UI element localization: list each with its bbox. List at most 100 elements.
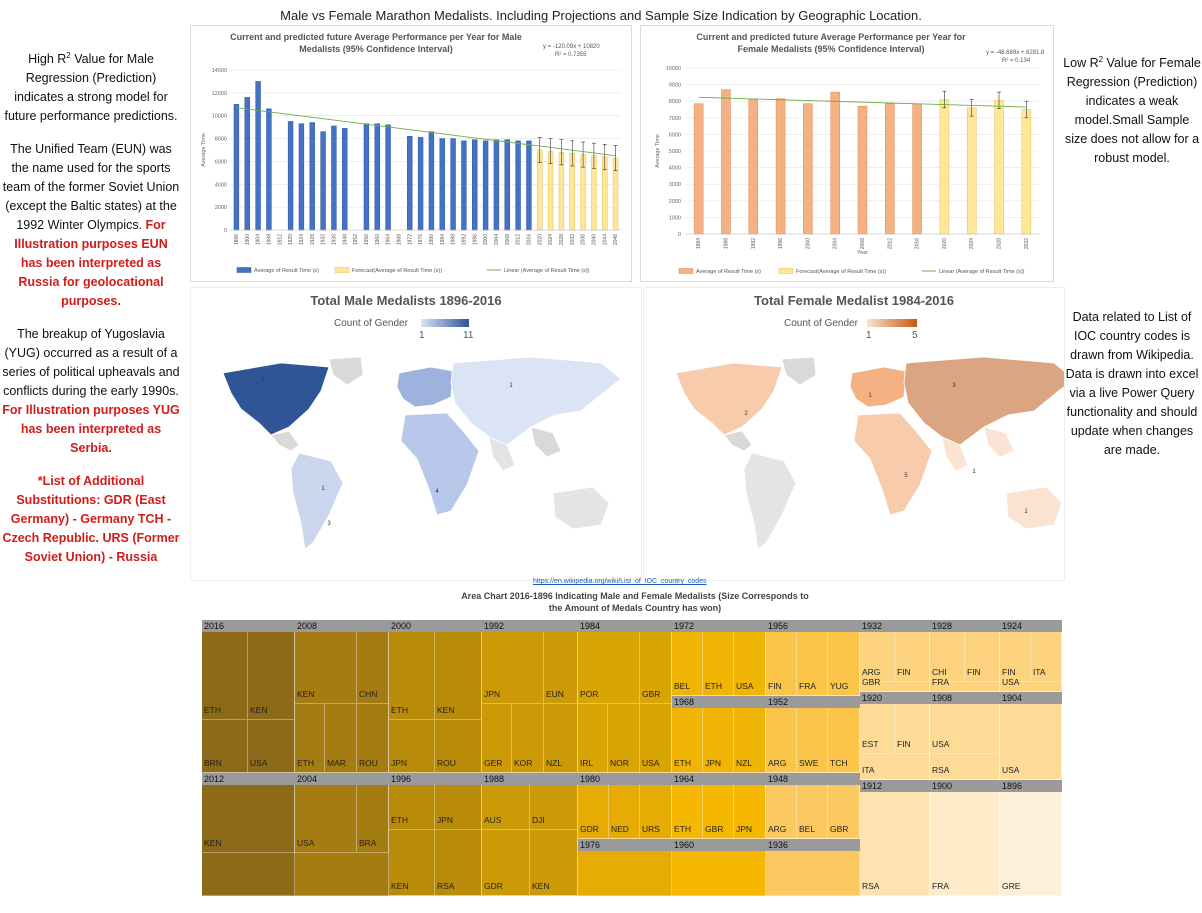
x-tick-label: 2028 (559, 234, 565, 245)
treemap-country-label: ROU (437, 758, 456, 768)
left-notes: High R2 Value for Male Regression (Predi… (2, 50, 180, 581)
treemap-group-1984 (578, 620, 672, 773)
x-tick-label: 1924 (299, 234, 305, 245)
treemap-country-label: ROU (359, 758, 378, 768)
x-tick-label: 1932 (321, 234, 327, 245)
treemap-country-label: ETH (674, 758, 691, 768)
treemap-country-cell: JPN (435, 785, 482, 830)
legend-swatch (334, 267, 350, 273)
treemap-country-cell: ETH (672, 708, 703, 773)
bar (385, 124, 391, 231)
treemap-country-label: URS (642, 824, 660, 834)
treemap-year-header: 1996 (389, 773, 482, 785)
treemap-country-label: DJI (532, 815, 545, 825)
wikipedia-link[interactable]: https://en.wikipedia.org/wiki/List_of_IO… (533, 578, 707, 585)
bar (309, 122, 315, 231)
treemap-country-label: JPN (484, 689, 501, 699)
male-world-map: 1 1 3 4 1 (222, 356, 622, 550)
south-asia-region (941, 436, 969, 472)
treemap-country-cell: RSA (435, 830, 482, 896)
male-equation-text: y = -120.09x + 10820 (543, 44, 600, 50)
x-tick-label: 1992 (461, 234, 467, 245)
female-r2-text: R² = 0.134 (1002, 57, 1031, 64)
treemap-year-header: 1984 (578, 620, 672, 632)
male-chart-equation: y = -120.09x + 10820 R² = 0.7355 (543, 44, 600, 60)
y-tick-label: 0 (678, 232, 681, 238)
treemap-country-label: YUG (830, 681, 849, 691)
female-scale-max: 5 (912, 330, 918, 341)
treemap-country-label: ETH (297, 758, 314, 768)
treemap-country-label: FRA (932, 677, 949, 687)
x-tick-label: 1968 (396, 234, 402, 245)
treemap-country-cell: FIN (965, 632, 1000, 682)
central-america-region (270, 430, 300, 452)
bar (287, 121, 294, 231)
treemap-year-header: 1908 (930, 692, 1000, 704)
treemap-year-header: 1932 (860, 620, 930, 632)
x-tick-label: 2004 (494, 234, 500, 245)
y-axis-label: Average Time (655, 134, 661, 168)
x-tick-label: 2000 (805, 238, 811, 249)
treemap-country-cell: GBR (703, 785, 734, 839)
male-chart-title: Current and predicted future Average Per… (230, 32, 522, 54)
treemap-country-cell: FIN (766, 632, 797, 696)
yug-note: The breakup of Yugoslavia (YUG) occurred… (2, 325, 180, 458)
y-tick-label: 5000 (669, 149, 681, 155)
treemap-country-cell: USA (930, 704, 1000, 754)
treemap-country-cell: GER (482, 704, 512, 773)
x-tick-label: 1988 (723, 238, 729, 249)
treemap-country-cell: RSA (860, 792, 930, 896)
male-scale-min: 1 (419, 330, 425, 341)
male-map-title: Total Male Medalists 1896-2016 (310, 293, 502, 308)
y-tick-label: 12000 (212, 91, 227, 97)
treemap-country-cell: GDR (578, 785, 609, 839)
treemap-country-cell: NOR (608, 704, 640, 773)
treemap-year-header: 1956 (766, 620, 860, 632)
female-r2-note: Low R2 Value for Female Regression (Pred… (1062, 54, 1202, 168)
treemap-country-label: RSA (862, 881, 880, 891)
treemap-country-cell: ITA (860, 754, 930, 780)
treemap-country-label: SWE (799, 758, 819, 768)
x-tick-label: 1980 (429, 234, 435, 245)
bar (407, 136, 413, 231)
trend-line (236, 107, 616, 157)
treemap-year-header: 1920 (860, 692, 930, 704)
bar (857, 105, 868, 235)
map-shapes: 1 1 3 4 1 (222, 356, 622, 550)
female-scale-min: 1 (866, 330, 872, 341)
y-tick-label: 6000 (669, 132, 681, 138)
treemap-group-1920 (860, 692, 930, 780)
treemap-country-cell: MAR (325, 704, 357, 773)
treemap-group-1908 (930, 692, 1000, 780)
treemap-country-label: EST (862, 739, 879, 749)
x-tick-label: 1996 (778, 238, 784, 249)
treemap-country-cell: GRE (1000, 792, 1062, 896)
treemap-year-header: 1976 (578, 839, 672, 851)
treemap-country-cell: ETH (389, 632, 435, 720)
treemap-country-cell: AUS (482, 785, 530, 830)
treemap-country-label: IRL (580, 758, 594, 768)
bar (504, 139, 510, 231)
treemap-country-label: RSA (932, 765, 950, 775)
treemap-country-label: KEN (532, 881, 550, 891)
treemap-country-cell: EUN (544, 632, 578, 704)
treemap-country-cell: ROU (357, 704, 389, 773)
treemap-country-cell: ETH (389, 785, 435, 830)
treemap-country-cell: NZL (734, 708, 766, 773)
y-tick-label: 4000 (215, 182, 227, 188)
treemap-country-cell: TCH (828, 708, 860, 773)
x-tick-label: 2016 (526, 234, 532, 245)
southeast-asia-region (530, 426, 562, 458)
forecast-bar (939, 99, 950, 235)
bar (450, 138, 456, 231)
treemap-country-label: JPN (736, 824, 753, 834)
bar (417, 137, 424, 231)
treemap-country-label: ARG (768, 824, 787, 834)
y-tick-label: 0 (224, 228, 227, 234)
x-tick-label: 1988 (451, 234, 457, 245)
treemap-country-label: NZL (736, 758, 753, 768)
treemap-country-cell: JPN (389, 720, 435, 773)
treemap-group-1912 (860, 780, 930, 896)
treemap-country-cell: FRA (930, 792, 1000, 896)
x-tick-label: 1960 (375, 234, 381, 245)
